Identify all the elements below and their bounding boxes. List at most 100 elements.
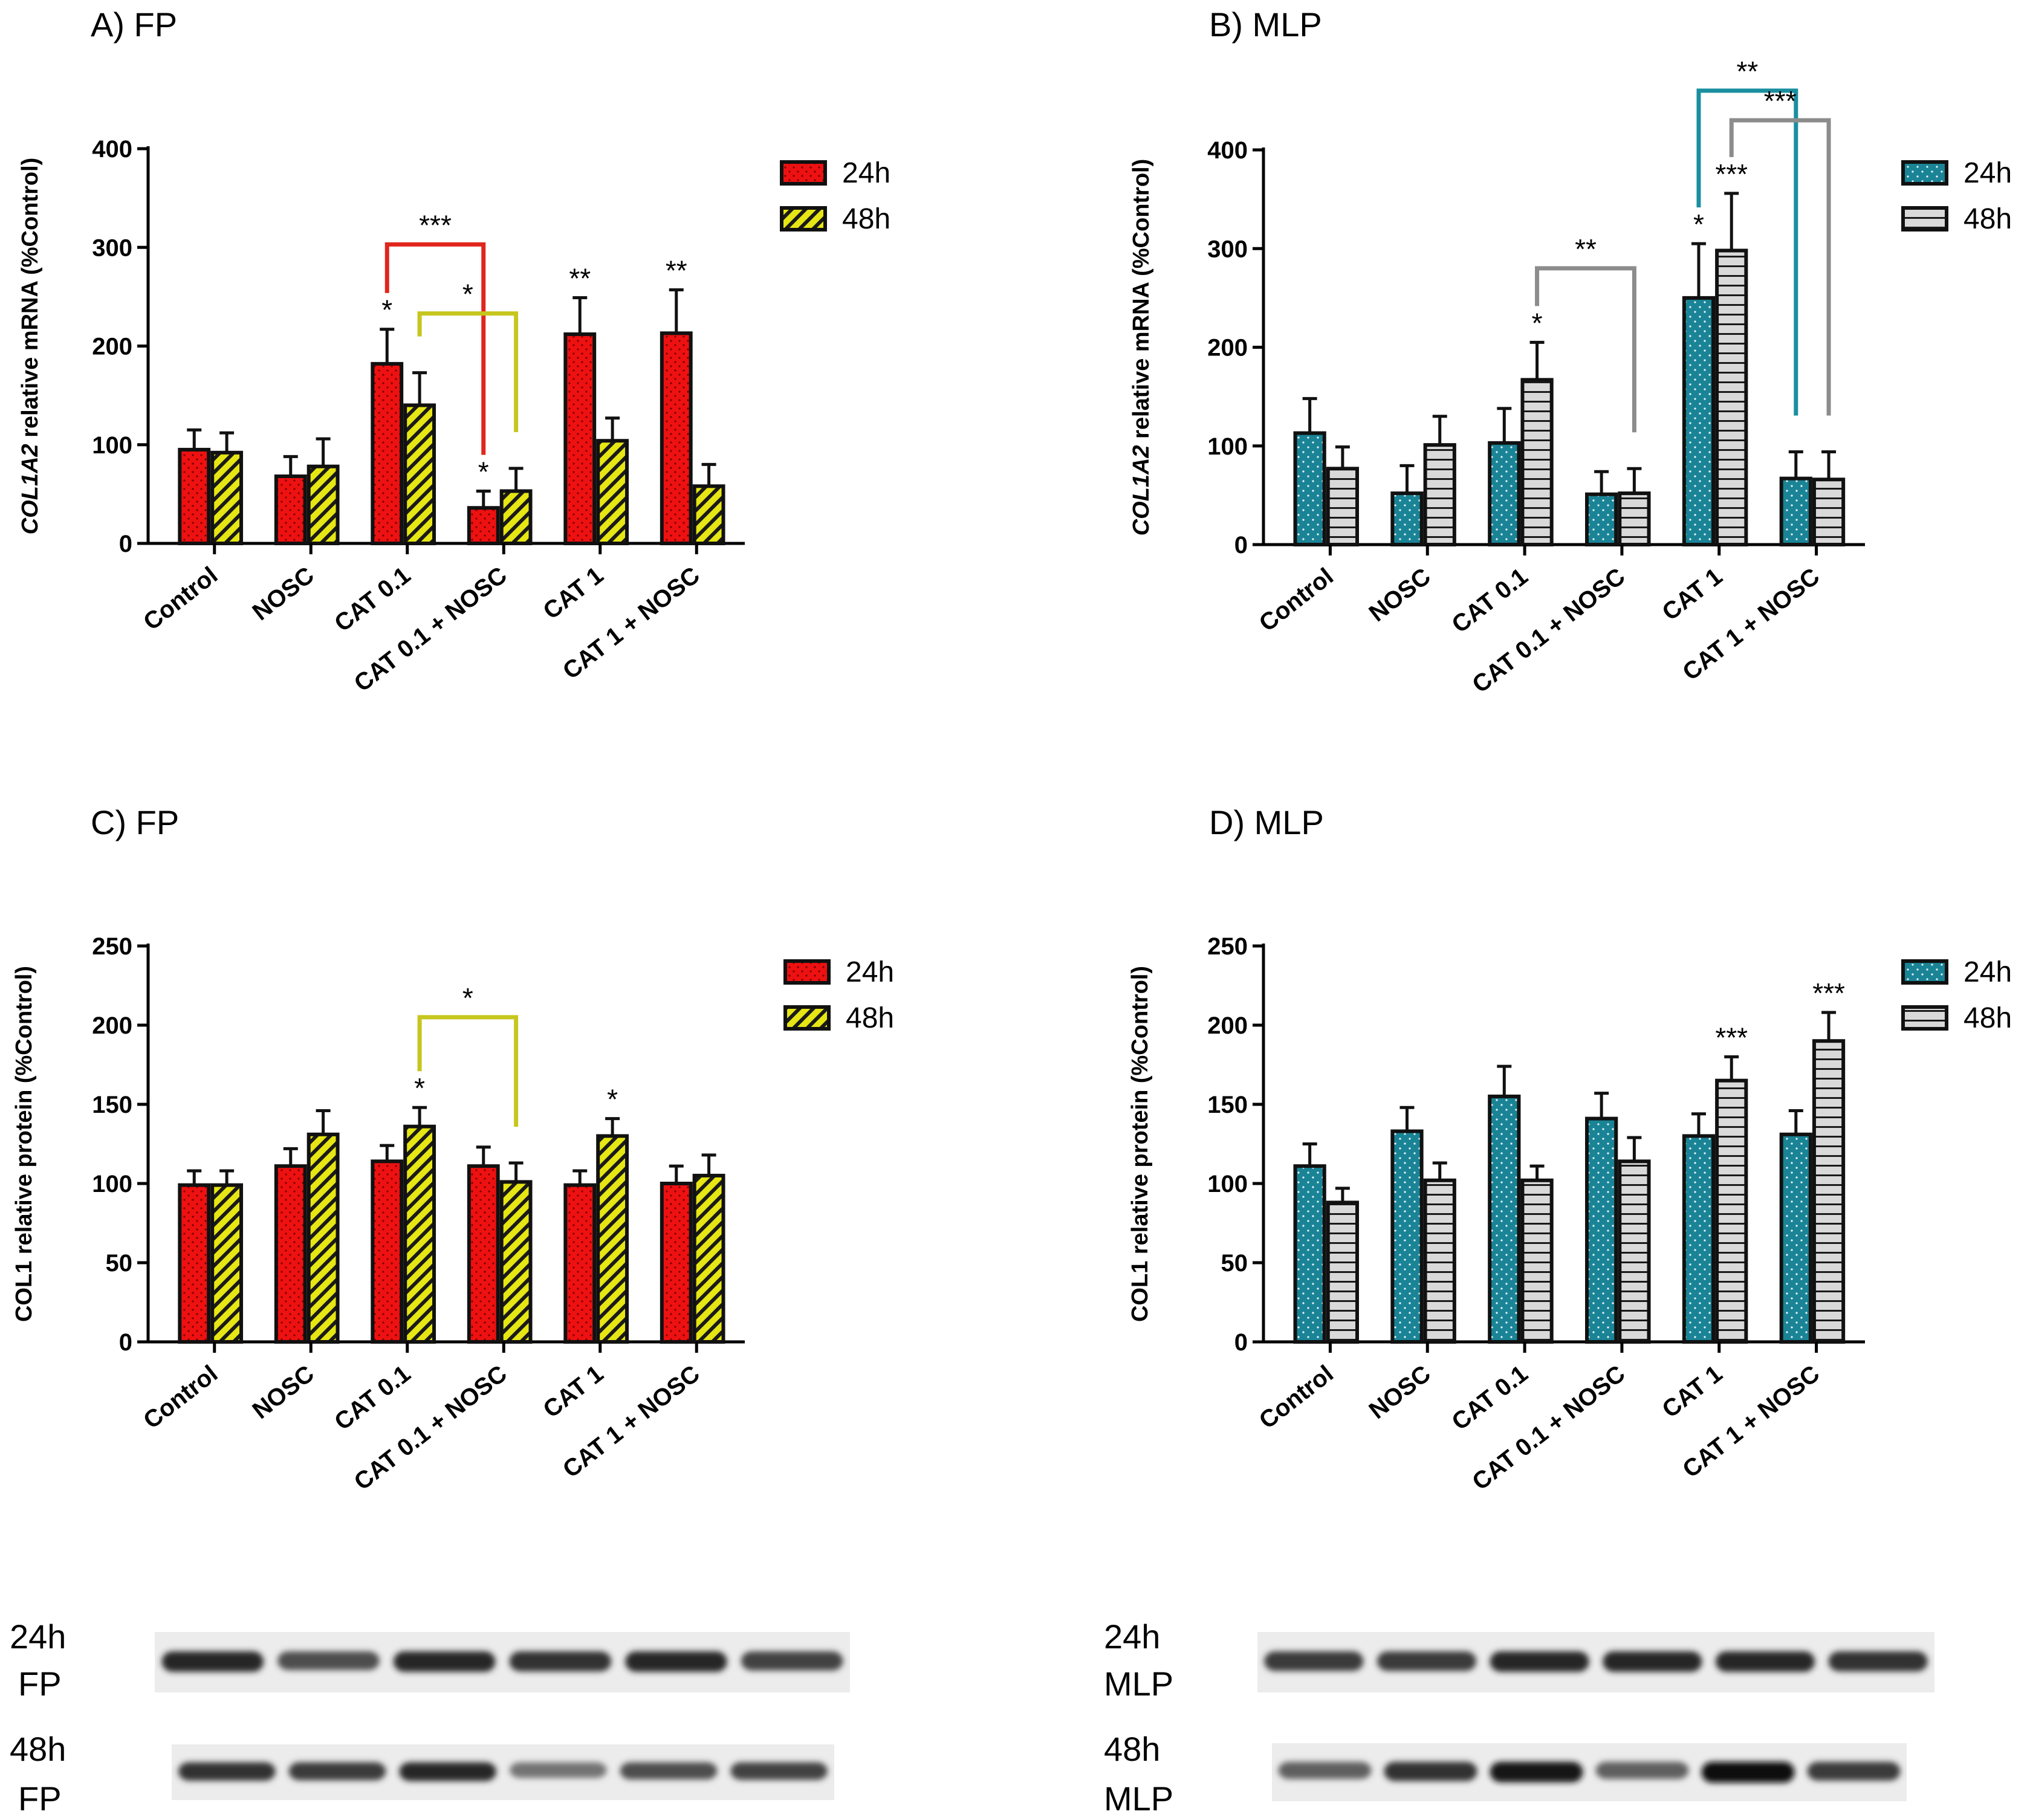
blot-mlp-48h-band-3 <box>1490 1761 1583 1783</box>
comparison-bracket <box>384 242 486 455</box>
comparison-bracket <box>1696 88 1798 416</box>
y-axis-label: COL1 relative protein (%Control) <box>11 966 37 1322</box>
blot-fp-48h-background <box>172 1744 834 1800</box>
y-tick-label: 0 <box>119 531 132 557</box>
bar-48h-6 <box>692 1173 725 1344</box>
bar-24h-3 <box>371 361 404 545</box>
blot-mlp-48h-band-4 <box>1595 1761 1689 1780</box>
chart-panel-4: D) MLP COL1 relative protein (%Control) 0 5… <box>1127 803 2012 1495</box>
x-category-label: Control <box>1254 563 1338 636</box>
significance-star: ** <box>569 263 591 294</box>
y-tick-label: 50 <box>1221 1250 1248 1277</box>
blot-fp-row1-time: 24h <box>10 1618 66 1656</box>
legend-label-24h: 24h <box>842 157 890 189</box>
y-axis-label-text: relative mRNA (%Control) <box>18 158 43 444</box>
significance-star: * <box>1532 307 1543 338</box>
blot-fp-24h-band-3 <box>393 1651 496 1672</box>
bar-48h-1 <box>1326 1200 1360 1344</box>
y-tick-label: 100 <box>92 432 132 459</box>
x-category-label: Control <box>138 1360 222 1434</box>
y-tick-label: 0 <box>119 1329 132 1356</box>
bar-24h-1 <box>1293 1164 1326 1344</box>
y-axis-label-gene: COL1A2 <box>18 444 43 534</box>
legend-swatch-24h <box>780 160 827 186</box>
x-category-label: CAT 0.1 <box>329 562 415 637</box>
comparison-bracket <box>417 311 519 432</box>
y-tick-label: 200 <box>1207 1012 1248 1039</box>
legend-swatch-48h <box>783 1005 831 1031</box>
significance-star: *** <box>1715 158 1748 190</box>
significance-star: * <box>478 456 489 487</box>
bar-48h-1 <box>210 1183 244 1344</box>
x-category-label: CAT 1 <box>1657 563 1727 626</box>
bracket-significance-label: * <box>462 982 473 1014</box>
blot-fp-24h-band-6 <box>741 1651 843 1671</box>
bar-48h-4 <box>1618 491 1651 546</box>
y-tick-label: 250 <box>92 933 132 960</box>
blot-mlp-row1-cell: MLP <box>1104 1665 1173 1703</box>
y-axis-label-text: COL1 relative protein (%Control) <box>11 966 37 1322</box>
y-tick-label: 150 <box>92 1092 132 1118</box>
blot-mlp-48h-background <box>1272 1743 1907 1801</box>
y-tick-label: 0 <box>1234 1329 1248 1356</box>
blot-mlp-row2-time: 48h <box>1104 1730 1160 1768</box>
chart-panel-2: B) MLP COL1A2 relative mRNA (%Control) 0 10… <box>1129 5 2012 698</box>
x-category-label: NOSC <box>248 1360 319 1424</box>
y-tick-label: 150 <box>1207 1092 1248 1118</box>
bar-24h-1 <box>1293 431 1326 547</box>
legend-swatch-24h <box>1901 959 1948 985</box>
chart-panel-3: C) FP COL1 relative protein (%Control) 0 50… <box>11 803 894 1495</box>
blot-fp-48h-band-6 <box>730 1762 828 1780</box>
legend-swatch-48h <box>780 206 827 232</box>
bar-48h-2 <box>306 464 340 545</box>
x-category-label: CAT 1 <box>538 562 608 624</box>
chart-panel-1: A) FP COL1A2 relative mRNA (%Control) 0 100… <box>18 5 890 697</box>
blot-mlp-24h-band-1 <box>1264 1651 1364 1671</box>
bar-48h-4 <box>499 1180 533 1344</box>
blot-fp-48h-band-3 <box>399 1762 497 1781</box>
y-axis-label: COL1 relative protein (%Control) <box>1127 966 1153 1322</box>
y-tick-label: 200 <box>92 334 132 360</box>
significance-star: ** <box>666 254 687 286</box>
bar-48h-4 <box>1618 1159 1651 1344</box>
legend-swatch-24h <box>1901 160 1948 186</box>
blot-mlp-24h-band-4 <box>1603 1651 1702 1672</box>
bar-24h-4 <box>1585 492 1618 546</box>
significance-star: *** <box>1715 1022 1748 1053</box>
y-axis-label-text: COL1 relative protein (%Control) <box>1127 966 1153 1322</box>
x-category-label: CAT 1 <box>538 1360 608 1423</box>
blot-mlp-24h-background <box>1257 1632 1934 1692</box>
y-axis-label: COL1A2 relative mRNA (%Control) <box>1129 159 1154 536</box>
bar-48h-6 <box>1812 478 1846 547</box>
blot-mlp-row1-time: 24h <box>1104 1618 1160 1656</box>
legend-label-24h: 24h <box>1964 956 2012 988</box>
y-axis-label-text: relative mRNA (%Control) <box>1129 159 1154 445</box>
panel-title: D) MLP <box>1209 803 1324 841</box>
bar-48h-3 <box>1520 1178 1554 1344</box>
bar-24h-2 <box>274 474 307 545</box>
x-category-label: CAT 0.1 <box>1447 1360 1533 1436</box>
y-tick-label: 0 <box>1234 532 1248 559</box>
bar-24h-6 <box>1779 476 1812 546</box>
bar-48h-6 <box>692 484 725 545</box>
legend-label-48h: 48h <box>842 203 890 235</box>
bar-48h-2 <box>1423 1178 1456 1344</box>
blot-fp-24h-band-4 <box>509 1651 612 1672</box>
x-category-label: NOSC <box>1364 563 1436 627</box>
legend-swatch-48h <box>1901 206 1948 232</box>
y-tick-label: 400 <box>92 136 132 163</box>
bar-48h-4 <box>499 489 533 545</box>
blot-fp-row2-cell: FP <box>18 1780 62 1818</box>
significance-star: * <box>414 1072 425 1104</box>
blot-fp-48h-band-4 <box>509 1762 607 1778</box>
panel-title: B) MLP <box>1209 5 1322 44</box>
blot-mlp-24h-band-3 <box>1490 1651 1589 1672</box>
panel-title: A) FP <box>91 5 177 44</box>
bar-48h-3 <box>1520 378 1554 546</box>
blot-fp-24h-background <box>155 1632 850 1692</box>
bar-48h-3 <box>403 1124 436 1344</box>
significance-star: * <box>1693 209 1704 240</box>
blot-fp-48h-band-5 <box>620 1762 718 1780</box>
bracket-significance-label: * <box>462 279 473 310</box>
